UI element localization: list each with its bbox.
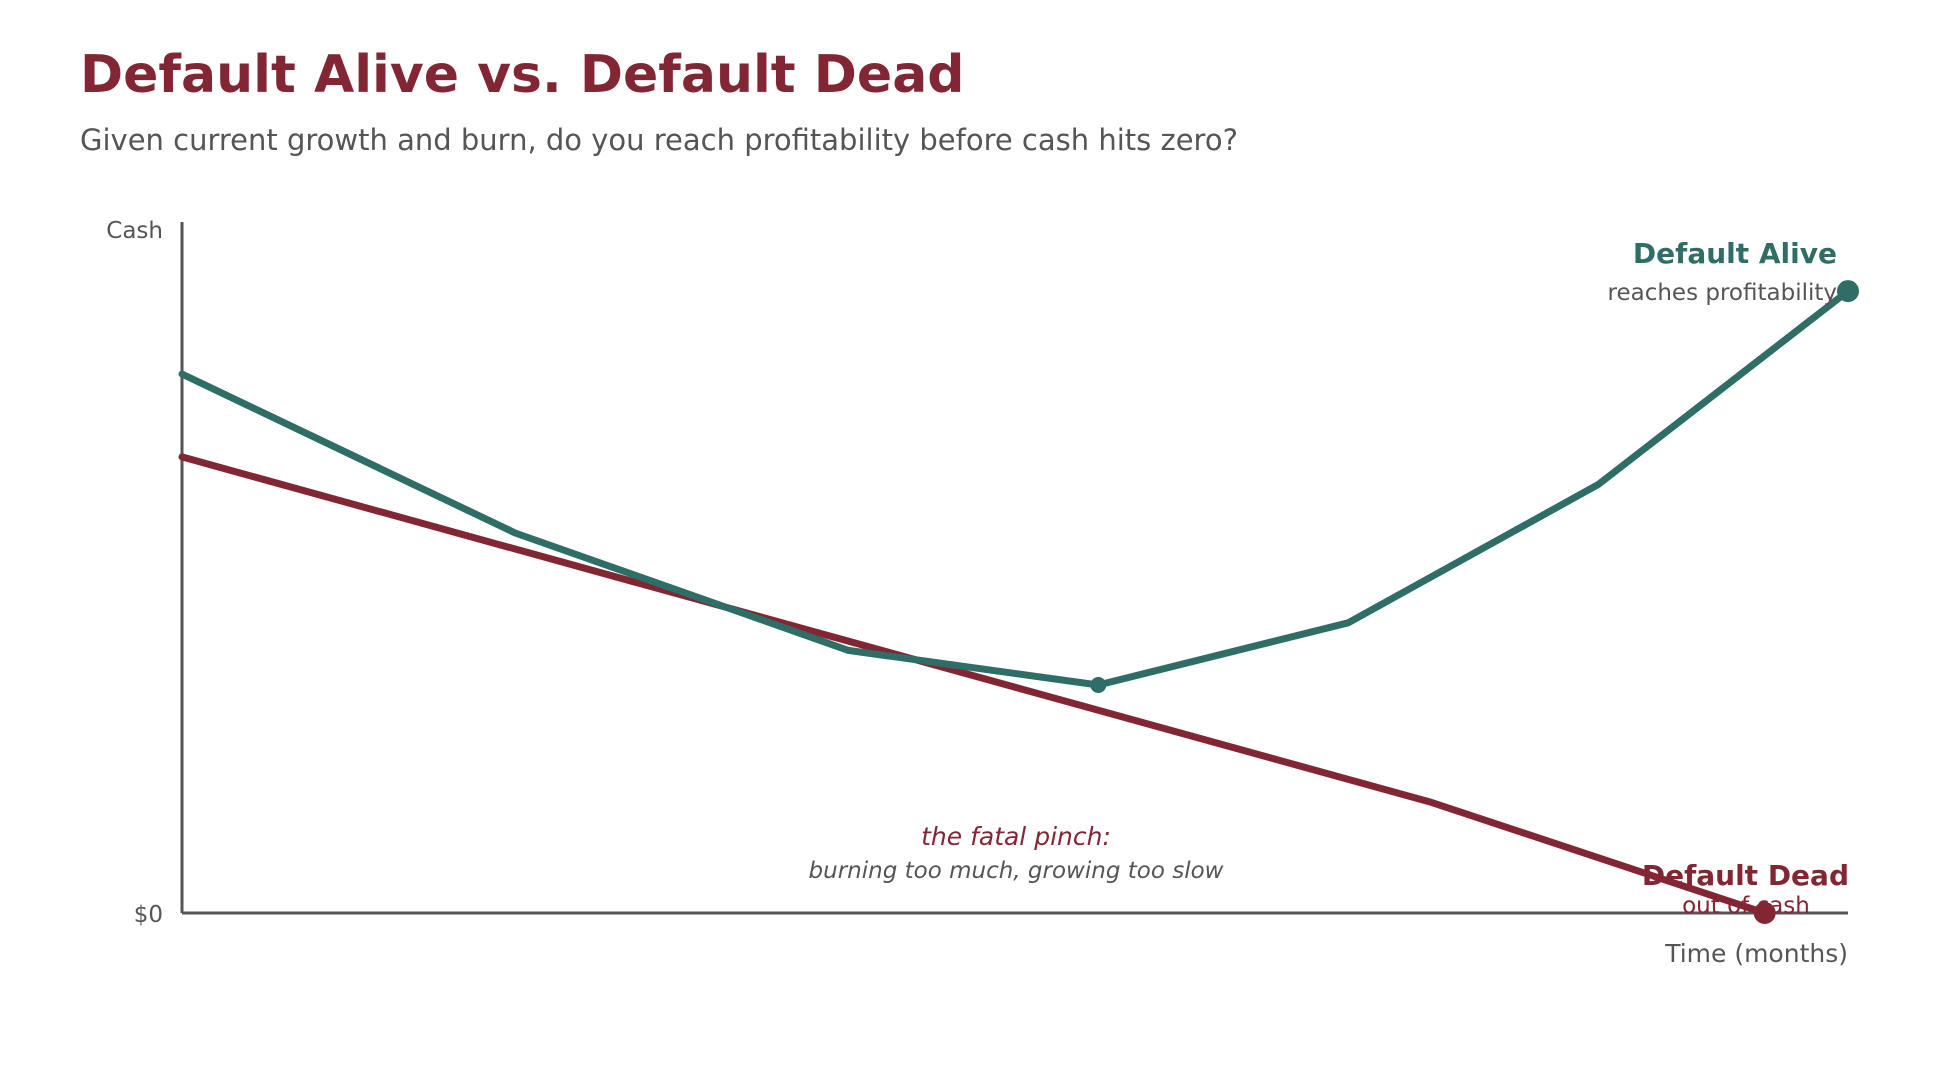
default-alive-line (178, 287, 1852, 689)
fatal-pinch-annotation-detail: burning too much, growing too slow (809, 858, 1224, 884)
default-alive-sublabel: reaches profitability (1608, 280, 1837, 306)
y-axis-label: Cash (106, 218, 163, 244)
default-alive-endpoint-marker (1837, 280, 1859, 303)
y-tick-label-zero: $0 (134, 902, 163, 928)
default-dead-endpoint-marker (1753, 902, 1776, 924)
fatal-pinch-annotation: the fatal pinch: (921, 822, 1111, 851)
default-alive-low-point-marker (1090, 677, 1107, 693)
default-alive-label: Default Alive (1633, 237, 1837, 270)
x-axis-label: Time (months) (1664, 939, 1848, 968)
chart-title: Default Alive vs. Default Dead (80, 45, 965, 105)
chart-subtitle: Given current growth and burn, do you re… (80, 123, 1238, 157)
default-dead-sublabel: out of cash (1682, 893, 1810, 919)
default-dead-line (178, 453, 1769, 917)
default-dead-label: Default Dead (1642, 859, 1849, 892)
series-layer (178, 280, 1859, 924)
